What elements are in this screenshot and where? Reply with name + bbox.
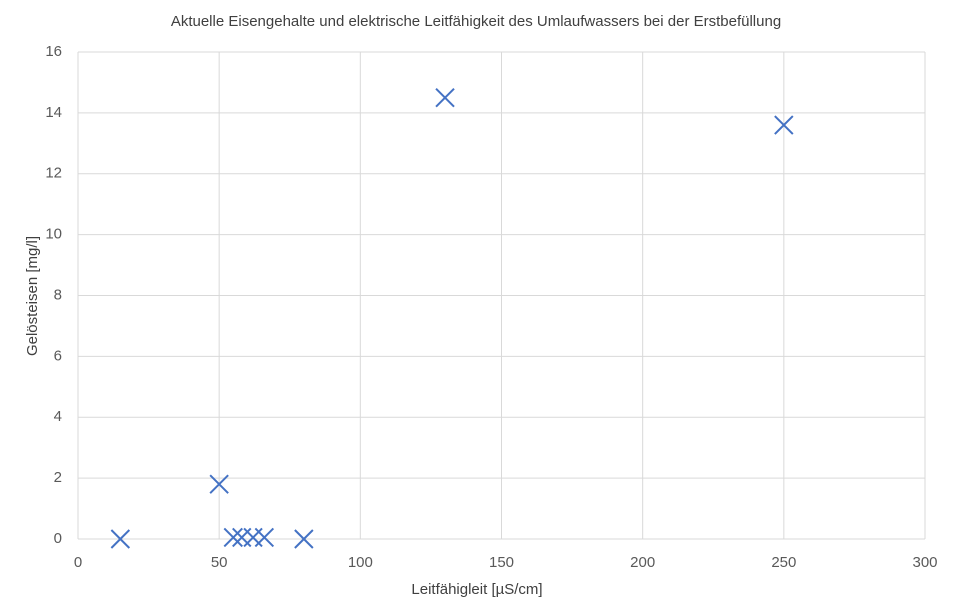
- chart-title: Aktuelle Eisengehalte und elektrische Le…: [171, 13, 781, 30]
- y-tick-label: 2: [54, 469, 62, 486]
- scatter-point: [223, 527, 243, 548]
- x-tick-label: 150: [489, 554, 514, 571]
- scatter-point: [209, 474, 229, 494]
- y-tick-label: 16: [45, 43, 62, 60]
- scatter-point: [110, 529, 131, 549]
- y-tick-label: 10: [45, 226, 62, 243]
- y-tick-label: 12: [45, 165, 62, 182]
- x-tick-label: 50: [211, 554, 228, 571]
- y-tick-label: 14: [45, 104, 62, 121]
- y-axis-title: Gelösteisen [mg/l]: [24, 236, 41, 356]
- scatter-point: [774, 115, 794, 135]
- scatter-point: [435, 87, 455, 108]
- scatter-point: [254, 527, 275, 548]
- y-tick-label: 0: [54, 530, 62, 547]
- scatter-point: [294, 529, 314, 549]
- x-axis-title: Leitfähigleit [µS/cm]: [411, 581, 542, 598]
- x-tick-label: 250: [771, 554, 796, 571]
- x-tick-label: 200: [630, 554, 655, 571]
- y-tick-label: 6: [54, 347, 62, 364]
- x-tick-label: 0: [74, 554, 82, 571]
- y-tick-label: 4: [54, 408, 62, 425]
- x-tick-label: 300: [912, 554, 937, 571]
- y-tick-label: 8: [54, 286, 62, 303]
- x-tick-label: 100: [348, 554, 373, 571]
